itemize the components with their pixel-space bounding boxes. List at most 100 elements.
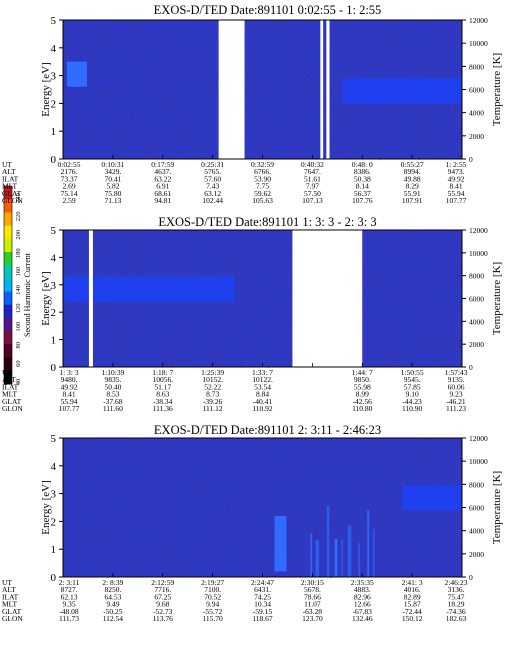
- y-right-tick-label: 8000: [469, 272, 484, 281]
- noise-speckle: [127, 247, 129, 250]
- y-right-axis-label: Temperature [K]: [491, 53, 503, 126]
- noise-speckle: [302, 45, 304, 47]
- row-label: GLON: [2, 404, 23, 413]
- noise-speckle: [124, 341, 126, 343]
- table-cell: -38.34: [153, 397, 173, 406]
- noise-speckle: [63, 85, 65, 88]
- noise-speckle: [438, 467, 440, 469]
- noise-speckle: [108, 321, 110, 323]
- noise-speckle: [154, 111, 156, 113]
- noise-speckle: [160, 493, 162, 495]
- noise-speckle: [455, 230, 458, 233]
- noise-speckle: [240, 460, 242, 463]
- noise-speckle: [293, 524, 295, 526]
- y-right-tick-label: 4000: [469, 527, 484, 536]
- noise-speckle: [447, 309, 449, 311]
- y-right-tick-label: 0: [469, 363, 473, 372]
- noise-speckle: [312, 518, 314, 520]
- noise-speckle: [436, 475, 438, 478]
- noise-speckle: [258, 351, 260, 354]
- noise-speckle: [412, 121, 414, 123]
- noise-speckle: [101, 517, 103, 520]
- noise-speckle: [362, 567, 364, 569]
- intensity-streak: [326, 506, 330, 577]
- noise-speckle: [418, 21, 420, 23]
- noise-speckle: [332, 81, 335, 83]
- noise-speckle: [430, 347, 432, 350]
- noise-speckle: [210, 271, 212, 273]
- noise-speckle: [187, 263, 189, 265]
- noise-speckle: [111, 258, 114, 260]
- noise-speckle: [373, 335, 375, 337]
- noise-speckle: [106, 71, 108, 73]
- noise-speckle: [249, 86, 251, 89]
- colorbar-tick-label: 40: [15, 379, 22, 386]
- noise-speckle: [444, 555, 446, 557]
- noise-speckle: [319, 489, 322, 491]
- noise-speckle: [139, 107, 141, 109]
- noise-speckle: [273, 527, 275, 529]
- noise-speckle: [96, 99, 98, 101]
- noise-speckle: [73, 322, 76, 324]
- noise-speckle: [403, 284, 405, 286]
- noise-speckle: [302, 150, 304, 152]
- y-right-axis-label: Temperature [K]: [491, 262, 503, 335]
- noise-speckle: [73, 556, 75, 558]
- table-cell: 94.81: [154, 196, 171, 205]
- noise-speckle: [315, 80, 317, 82]
- noise-speckle: [299, 131, 301, 134]
- noise-speckle: [228, 268, 231, 271]
- noise-speckle: [186, 255, 188, 257]
- table-cell: 111.73: [59, 614, 79, 623]
- noise-speckle: [232, 486, 234, 488]
- noise-speckle: [262, 293, 264, 296]
- table-cell: 3136.: [448, 585, 465, 594]
- noise-speckle: [441, 555, 443, 558]
- noise-speckle: [177, 325, 179, 327]
- noise-speckle: [166, 60, 168, 62]
- noise-speckle: [270, 76, 272, 78]
- noise-speckle: [340, 115, 342, 117]
- noise-speckle: [222, 557, 224, 559]
- noise-speckle: [184, 524, 186, 526]
- noise-speckle: [216, 571, 218, 574]
- noise-speckle: [440, 557, 443, 560]
- noise-speckle: [444, 276, 446, 278]
- noise-speckle: [217, 453, 219, 455]
- noise-speckle: [195, 349, 197, 351]
- noise-speckle: [254, 344, 256, 346]
- noise-speckle: [91, 38, 93, 41]
- noise-speckle: [69, 26, 71, 28]
- table-cell: -55.72: [203, 607, 223, 616]
- noise-speckles: [63, 230, 463, 368]
- noise-speckle: [79, 255, 82, 257]
- noise-speckle: [380, 131, 382, 133]
- noise-speckle: [103, 557, 105, 559]
- noise-speckle: [455, 281, 457, 283]
- noise-speckle: [188, 57, 190, 60]
- noise-speckle: [333, 522, 336, 524]
- noise-speckle: [370, 118, 372, 120]
- noise-speckle: [156, 571, 159, 573]
- noise-speckle: [87, 109, 89, 111]
- noise-speckle: [397, 476, 399, 478]
- noise-speckle: [380, 77, 382, 79]
- noise-speckle: [79, 338, 82, 340]
- noise-speckle: [363, 61, 365, 63]
- noise-speckle: [324, 62, 326, 64]
- noise-speckle: [399, 76, 401, 78]
- noise-speckle: [331, 81, 334, 83]
- noise-speckle: [255, 265, 257, 267]
- noise-speckle: [459, 341, 462, 343]
- noise-speckle: [277, 137, 279, 140]
- noise-speckle: [202, 454, 204, 456]
- noise-speckle: [92, 128, 94, 130]
- table-cell: 15.87: [404, 600, 421, 609]
- noise-speckle: [262, 503, 265, 505]
- noise-speckle: [134, 268, 136, 270]
- noise-speckle: [209, 475, 211, 477]
- noise-speckle: [407, 553, 409, 555]
- table-cell: 111.36: [153, 404, 173, 413]
- noise-speckle: [181, 144, 183, 146]
